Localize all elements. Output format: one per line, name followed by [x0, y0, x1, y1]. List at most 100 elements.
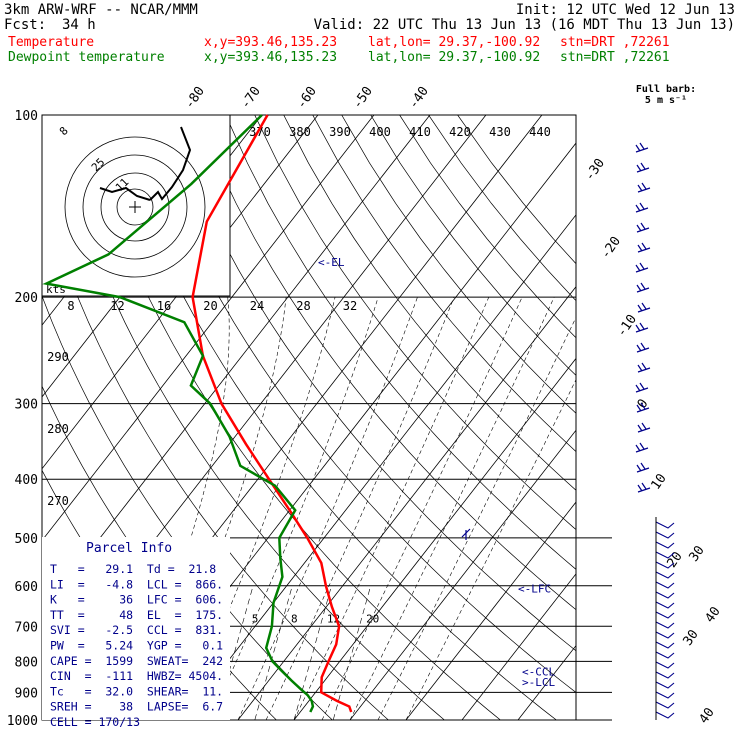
theta-label-left: 280	[47, 422, 69, 436]
mixing-ratio-line	[254, 585, 293, 720]
dry-adiabat	[312, 115, 576, 453]
hodograph-speed-label: 16	[157, 299, 171, 313]
wind-barb	[655, 541, 675, 549]
isotherm	[237, 286, 576, 720]
isotherm-label: -60	[294, 84, 320, 112]
init-time: Init: 12 UTC Wed 12 Jun 13	[516, 2, 735, 18]
theta-label: 420	[449, 125, 471, 139]
wind-barb	[637, 482, 651, 493]
dry-adiabat	[196, 115, 576, 611]
pressure-label-600: 600	[15, 580, 38, 595]
dry-adiabat	[109, 115, 557, 720]
pressure-label-100: 100	[15, 109, 38, 124]
parcel-info-row: T = 29.1 Td = 21.8	[50, 562, 216, 576]
dry-adiabat	[167, 115, 576, 652]
isotherm	[349, 429, 576, 720]
wind-barb	[655, 671, 675, 679]
wind-barb	[655, 651, 675, 659]
wind-barb	[655, 591, 675, 599]
moist-adiabat	[321, 296, 523, 720]
hodograph-speed-label: 28	[296, 299, 310, 313]
model-title: 3km ARW-WRF -- NCAR/MMM	[4, 2, 198, 18]
theta-label: 430	[489, 125, 511, 139]
hodograph-ring	[82, 154, 188, 260]
theta-label: 440	[529, 125, 551, 139]
isotherm-label: -40	[406, 84, 432, 112]
hodograph-speed-label: 24	[250, 299, 264, 313]
parcel-info-box: Parcel Info T = 29.1 Td = 21.8LI = -4.8 …	[42, 537, 230, 729]
dewpoint-stn: stn=DRT ,72261	[560, 50, 670, 65]
dry-adiabat	[254, 115, 576, 531]
wind-barb	[655, 681, 675, 689]
dry-adiabat	[370, 115, 576, 376]
pressure-label-200: 200	[15, 291, 38, 306]
parcel-info-row: PW = 5.24 YGP = 0.1	[50, 639, 223, 653]
isotherm-label-right: 40	[696, 705, 717, 726]
temperature-xy: x,y=393.46,135.23	[204, 35, 337, 50]
dry-adiabat	[283, 115, 576, 491]
theta-label: 380	[289, 125, 311, 139]
wind-barb	[636, 282, 650, 293]
dry-adiabat	[80, 115, 501, 720]
isotherm	[461, 573, 576, 720]
wind-barb	[637, 242, 651, 253]
wind-barb	[635, 142, 649, 153]
hodograph-ring	[116, 188, 154, 226]
wind-barb	[655, 601, 675, 609]
mixing-ratio-label: 5	[252, 612, 259, 625]
wind-barb	[636, 162, 650, 173]
isotherm-label: -50	[350, 84, 376, 112]
isotherm	[42, 115, 319, 470]
mixing-ratio-line	[293, 585, 332, 720]
parcel-info-title: Parcel Info	[86, 541, 172, 556]
mixing-ratio-line	[332, 585, 371, 720]
isotherm	[293, 357, 576, 720]
parcel-info-row: CIN = -111 HWBZ= 4504.	[50, 669, 223, 683]
moist-adiabat	[181, 297, 336, 720]
wind-barb	[655, 531, 675, 539]
wind-barb	[636, 222, 650, 233]
wind-barb	[655, 561, 675, 569]
mixing-ratio-label: 8	[291, 612, 298, 625]
dewpoint-latlon: lat,lon= 29.37,-100.92	[368, 50, 540, 65]
wind-barb	[655, 661, 675, 669]
level-annotation: <-LFC	[518, 582, 551, 595]
hodograph-frame	[41, 114, 231, 297]
dry-adiabat	[51, 115, 445, 720]
wind-barb	[655, 551, 675, 559]
parcel-info-row: SVI = -2.5 CCL = 831.	[50, 623, 223, 637]
wind-barb	[655, 621, 675, 629]
fcst-label: Fcst:	[4, 17, 46, 33]
isotherm-label-right: 10	[648, 471, 669, 492]
fcst-value: 34 h	[62, 17, 96, 33]
temperature-stn: stn=DRT ,72261	[560, 35, 670, 50]
pressure-label-1000: 1000	[7, 714, 38, 729]
valid-time: Valid: 22 UTC Thu 13 Jun 13 (16 MDT Thu …	[314, 17, 735, 33]
wind-barb	[636, 462, 650, 473]
full-barb-label: Full barb:	[636, 84, 696, 95]
wind-direction-label: 40	[702, 604, 723, 625]
temperature-latlon: lat,lon= 29.37,-100.92	[368, 35, 540, 50]
wind-barb	[635, 202, 649, 213]
level-annotation: <-CCL	[522, 665, 555, 678]
full-barb-units: 5 m s⁻¹	[645, 95, 687, 106]
hodograph-ring	[64, 136, 206, 278]
isotherm-label-right: -30	[582, 156, 608, 184]
wind-barb	[635, 382, 649, 393]
dewpoint-trace	[42, 114, 315, 713]
pressure-label-700: 700	[15, 620, 38, 635]
isotherm-label-right: 30	[680, 627, 701, 648]
hodograph-trace	[99, 186, 151, 201]
wind-barb	[655, 571, 675, 579]
theta-label-left: 270	[47, 494, 69, 508]
wind-barb	[635, 442, 649, 453]
dewpoint-xy: x,y=393.46,135.23	[204, 50, 337, 65]
isotherm	[42, 115, 431, 613]
dry-adiabat	[225, 115, 576, 570]
wind-barb	[655, 581, 675, 589]
wind-barb	[637, 362, 651, 373]
wind-barb	[655, 701, 675, 709]
